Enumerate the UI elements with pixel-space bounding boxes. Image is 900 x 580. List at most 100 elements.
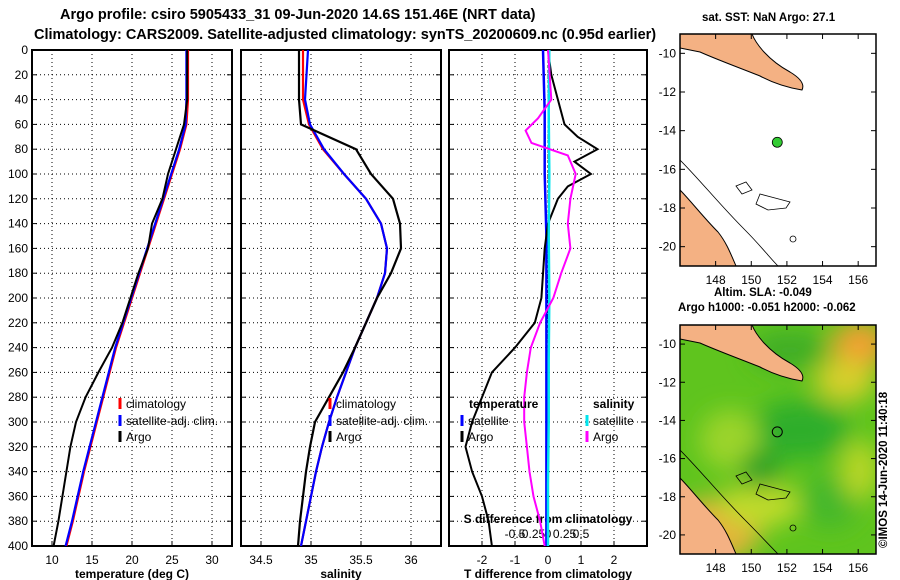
s-tick-label: -0.5: [505, 527, 526, 541]
sla-map: [680, 325, 876, 554]
sst-map-frame: [679, 33, 877, 267]
argo-float-position[interactable]: [771, 426, 783, 438]
map-lon-label: 154: [813, 561, 833, 575]
y-tick-label: 160: [8, 241, 28, 255]
map-lon-label: 150: [741, 273, 761, 287]
map-lat-label: -18: [659, 201, 677, 215]
sla-map-frame: [679, 324, 877, 555]
y-tick-label: 220: [8, 316, 28, 330]
t-difference-axis-label: T difference from climatology: [464, 567, 632, 580]
y-tick-label: 80: [15, 142, 29, 156]
s-tick-label: 0.5: [573, 527, 590, 541]
map-lon-label: 148: [706, 561, 726, 575]
map-lat-label: -20: [659, 528, 677, 542]
y-tick-label: 100: [8, 167, 28, 181]
coral-reef-outline: [735, 181, 791, 211]
diff-temperature-legend-item-label: Argo: [468, 430, 494, 444]
australia-land: [680, 477, 737, 554]
y-tick-label: 140: [8, 217, 28, 231]
temperature-legend-item-label: satellite-adj. clim.: [126, 414, 218, 428]
x-tick-label: 10: [45, 553, 59, 567]
x-tick-label: 15: [85, 553, 99, 567]
y-tick-label: 40: [15, 93, 29, 107]
x-tick-label: -1: [510, 553, 521, 567]
y-tick-label: 300: [8, 415, 28, 429]
y-tick-label: 20: [15, 68, 29, 82]
map-lat-label: -10: [659, 337, 677, 351]
y-tick-label: 380: [8, 514, 28, 528]
shelf-contour: [680, 159, 779, 266]
diff-salinity-legend-item-label: Argo: [593, 430, 619, 444]
new-guinea-land: [680, 325, 804, 382]
x-tick-label: 25: [165, 553, 179, 567]
y-tick-label: 240: [8, 341, 28, 355]
sst-map: [680, 34, 876, 266]
y-tick-label: 340: [8, 465, 28, 479]
temperature-argo-diff-line: [464, 50, 600, 546]
y-tick-label: 200: [8, 291, 28, 305]
sla-map-title-line2: Argo h1000: -0.051 h2000: -0.062: [678, 302, 856, 314]
sla-map-title-line1: Altim. SLA: -0.049: [714, 287, 812, 299]
temperature-legend-item-label: Argo: [126, 430, 152, 444]
x-tick-label: 1: [578, 553, 585, 567]
y-tick-label: 400: [8, 539, 28, 553]
y-tick-label: 120: [8, 192, 28, 206]
map-lat-label: -14: [659, 413, 677, 427]
map-lat-label: -16: [659, 452, 677, 466]
y-tick-label: 280: [8, 390, 28, 404]
salinity-legend-item-label: Argo: [336, 430, 362, 444]
coral-reef-outline: [735, 471, 791, 501]
x-tick-label: 35: [304, 553, 318, 567]
y-tick-label: 360: [8, 489, 28, 503]
salinity-legend-item-label: climatology: [336, 397, 396, 411]
salinity-x-axis-label: salinity: [320, 567, 362, 580]
sst-map-title: sat. SST: NaN Argo: 27.1: [702, 12, 836, 24]
australia-land: [680, 189, 737, 266]
map-lat-label: -10: [659, 46, 677, 60]
map-lon-label: 156: [848, 561, 868, 575]
s-tick-label: 0.25: [553, 527, 577, 541]
temperature-x-axis-label: temperature (deg C): [75, 567, 189, 580]
salinity-legend-item-label: satellite-adj. clim.: [336, 414, 428, 428]
map-lon-label: 152: [777, 273, 797, 287]
reef-marker: [789, 524, 797, 532]
figure-title-line1: Argo profile: csiro 5905433_31 09-Jun-20…: [60, 7, 536, 23]
x-tick-label: 2: [611, 553, 618, 567]
argo-float-position[interactable]: [771, 136, 783, 148]
diff-salinity-legend-item-label: satellite: [593, 414, 634, 428]
map-lon-label: 152: [777, 561, 797, 575]
new-guinea-land: [680, 34, 804, 91]
salinity-satellite-diff-line: [546, 50, 551, 546]
diff-temperature-legend-item-label: satellite: [468, 414, 509, 428]
map-lat-label: -18: [659, 490, 677, 504]
temperature-satellite-diff-line: [541, 50, 548, 546]
x-tick-label: 20: [125, 553, 139, 567]
x-tick-label: 34.5: [249, 553, 273, 567]
map-lat-label: -20: [659, 240, 677, 254]
salinity-argo-diff-line: [523, 50, 577, 546]
map-lon-label: 156: [848, 273, 868, 287]
temperature-legend-item-label: climatology: [126, 397, 186, 411]
salinity-argo-line: [296, 50, 403, 546]
s-tick-label: -0.25: [518, 527, 546, 541]
x-tick-label: 0: [545, 553, 552, 567]
map-lon-label: 150: [741, 561, 761, 575]
map-lat-label: -12: [659, 375, 677, 389]
y-tick-label: 260: [8, 365, 28, 379]
temperature-legend-title: temperature: [469, 397, 539, 411]
map-lon-label: 154: [813, 273, 833, 287]
map-lat-label: -14: [659, 124, 677, 138]
y-tick-label: 180: [8, 266, 28, 280]
temperature-argo-line: [52, 50, 189, 546]
x-tick-label: -2: [477, 553, 488, 567]
map-lon-label: 148: [706, 273, 726, 287]
reef-marker: [789, 235, 797, 243]
x-tick-label: 35.5: [349, 553, 373, 567]
salinity-legend-title: salinity: [593, 397, 635, 411]
y-tick-label: 60: [15, 117, 29, 131]
y-tick-label: 0: [21, 43, 28, 57]
y-tick-label: 320: [8, 440, 28, 454]
map-lat-label: -12: [659, 85, 677, 99]
figure-title-line2: Climatology: CARS2009. Satellite-adjuste…: [34, 27, 657, 43]
x-tick-label: 36: [404, 553, 418, 567]
